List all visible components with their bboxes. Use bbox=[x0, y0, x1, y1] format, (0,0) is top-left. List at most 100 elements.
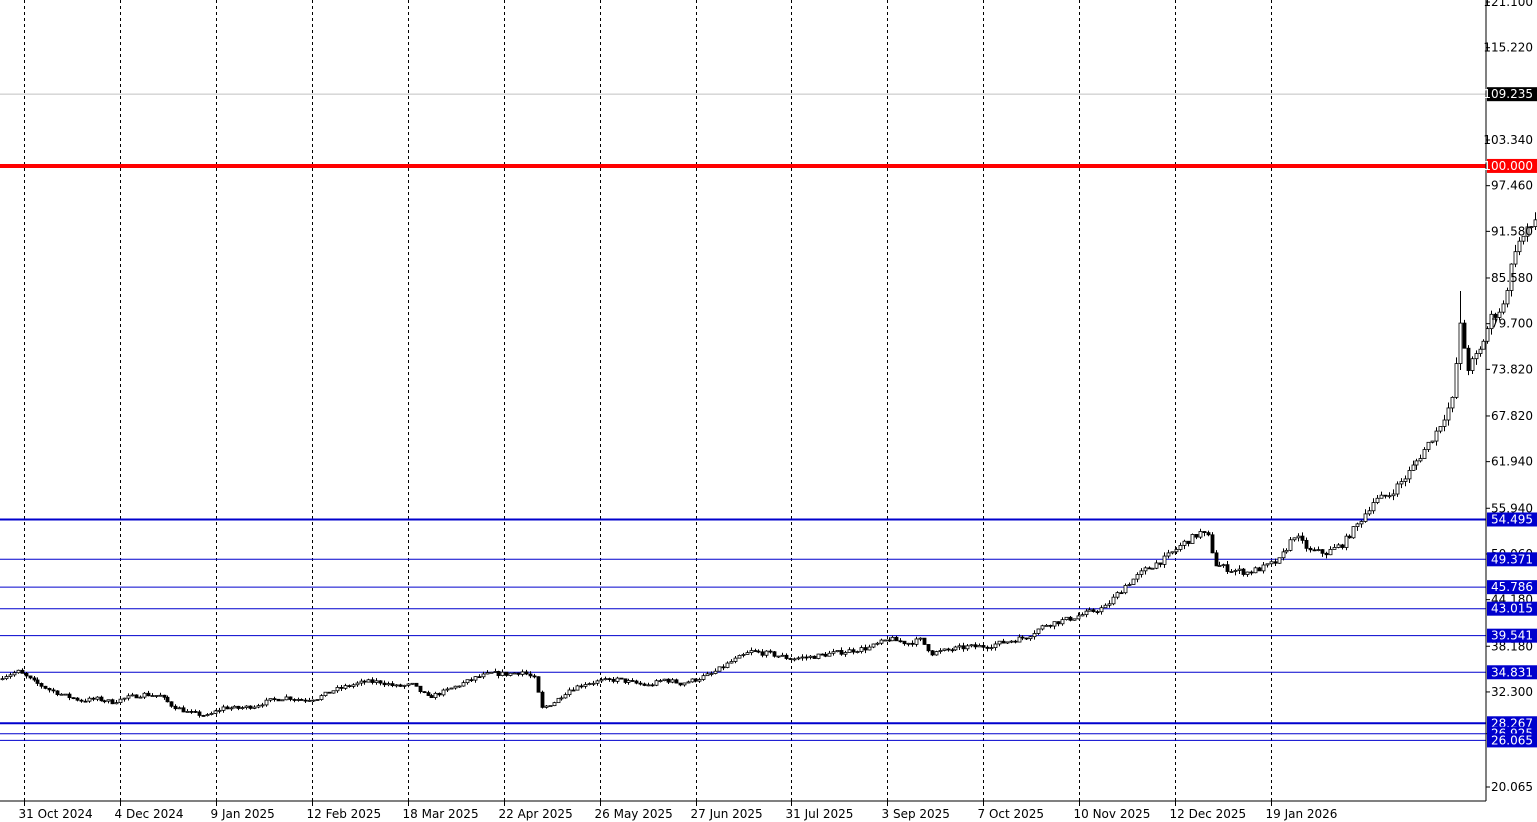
candle-body bbox=[619, 677, 624, 680]
candle-body bbox=[611, 678, 616, 682]
candle-body bbox=[934, 651, 939, 656]
candle-body bbox=[1225, 564, 1230, 572]
candle-body bbox=[382, 682, 387, 686]
candle-body bbox=[548, 705, 553, 708]
candle-body bbox=[398, 684, 403, 687]
candle-body bbox=[1233, 570, 1238, 572]
candle-body bbox=[193, 711, 198, 713]
candle-body bbox=[1178, 545, 1183, 550]
candle-body bbox=[969, 644, 974, 647]
x-tick-label: 10 Nov 2025 bbox=[1074, 807, 1151, 821]
candle-body bbox=[567, 689, 572, 696]
candle-body bbox=[993, 643, 998, 649]
candle-body bbox=[764, 650, 769, 656]
candle-body bbox=[236, 705, 241, 709]
candle-body bbox=[638, 682, 643, 685]
candle-body bbox=[1241, 568, 1246, 575]
candle-body bbox=[1111, 596, 1116, 605]
candle-body bbox=[225, 706, 230, 710]
candle-body bbox=[1474, 353, 1479, 360]
candle-body bbox=[441, 689, 446, 696]
y-tick-label: 97.460 bbox=[1491, 179, 1533, 193]
candle-body bbox=[721, 666, 726, 669]
candle-body bbox=[1198, 531, 1203, 538]
candle-body bbox=[997, 640, 1002, 645]
candle-body bbox=[359, 680, 364, 684]
candle-body bbox=[1454, 363, 1459, 398]
x-tick-label: 31 Jul 2025 bbox=[786, 807, 854, 821]
candle-body bbox=[686, 681, 691, 684]
candle-body bbox=[299, 699, 304, 701]
candle-body bbox=[252, 706, 257, 709]
candle-body bbox=[788, 658, 793, 660]
candle-body bbox=[615, 677, 620, 682]
candle-body bbox=[1340, 544, 1345, 548]
candle-body bbox=[185, 711, 190, 713]
candle-body bbox=[1013, 640, 1018, 643]
candle-body bbox=[1221, 564, 1226, 567]
candle-body bbox=[1505, 290, 1510, 305]
candle-body bbox=[71, 697, 76, 700]
x-tick-label: 19 Jan 2026 bbox=[1266, 807, 1338, 821]
candle-body bbox=[240, 707, 245, 709]
candle-body bbox=[1418, 458, 1423, 462]
candle-body bbox=[879, 639, 884, 644]
candle-body bbox=[1387, 495, 1392, 498]
y-axis-labels: 121.100 115.220 103.340 97.460 91.580 85.580 7… bbox=[1483, 0, 1533, 794]
candle-body bbox=[1450, 396, 1455, 409]
candle-body bbox=[169, 701, 174, 707]
x-tick-label: 22 Apr 2025 bbox=[499, 807, 573, 821]
candle-body bbox=[1430, 440, 1435, 443]
candle-body bbox=[812, 655, 817, 659]
level-label-bg bbox=[1487, 601, 1537, 616]
candle-body bbox=[1210, 534, 1215, 554]
candle-body bbox=[831, 651, 836, 654]
candle-body bbox=[1229, 571, 1234, 573]
candle-body bbox=[1072, 618, 1077, 621]
candle-body bbox=[989, 647, 994, 650]
candle-body bbox=[1206, 532, 1211, 536]
candle-body bbox=[366, 679, 371, 683]
candle-body bbox=[1135, 574, 1140, 580]
candle-body bbox=[1478, 348, 1483, 354]
candle-body bbox=[599, 679, 604, 682]
candle-body bbox=[544, 705, 549, 708]
level-label: 45.786 bbox=[1491, 580, 1533, 594]
candle-body bbox=[296, 699, 301, 701]
level-label: 49.371 bbox=[1491, 552, 1533, 566]
candle-body bbox=[690, 678, 695, 683]
candle-body bbox=[394, 684, 399, 687]
candle-body bbox=[288, 696, 293, 700]
candle-body bbox=[205, 714, 210, 717]
y-tick-label: 121.100 bbox=[1483, 0, 1533, 9]
candle-body bbox=[946, 648, 951, 651]
candle-body bbox=[351, 684, 356, 687]
candle-body bbox=[1328, 548, 1333, 556]
candle-body bbox=[808, 655, 813, 658]
level-label-bg bbox=[1487, 733, 1537, 748]
candle-body bbox=[355, 682, 360, 686]
candle-body bbox=[938, 650, 943, 652]
candle-body bbox=[1048, 624, 1053, 627]
y-tick-label: 61.940 bbox=[1491, 455, 1533, 469]
candle-body bbox=[843, 652, 848, 655]
candle-body bbox=[1123, 585, 1128, 594]
candle-body bbox=[1005, 641, 1010, 644]
candle-body bbox=[571, 689, 576, 692]
x-tick-label: 3 Sep 2025 bbox=[882, 807, 950, 821]
candle-body bbox=[1166, 552, 1171, 557]
candle-body bbox=[1154, 562, 1159, 569]
candle-body bbox=[595, 680, 600, 684]
y-tick-label: 73.820 bbox=[1491, 362, 1533, 376]
candle-body bbox=[906, 642, 911, 645]
candle-body bbox=[315, 699, 320, 701]
candle-body bbox=[122, 697, 127, 700]
candle-body bbox=[426, 692, 431, 696]
candle-body bbox=[1174, 549, 1179, 553]
candle-body bbox=[485, 672, 490, 675]
candle-body bbox=[1150, 567, 1155, 570]
y-tick-label: 85.580 bbox=[1491, 271, 1533, 285]
candle-body bbox=[362, 680, 367, 683]
candle-body bbox=[370, 679, 375, 683]
candle-body bbox=[855, 651, 860, 653]
